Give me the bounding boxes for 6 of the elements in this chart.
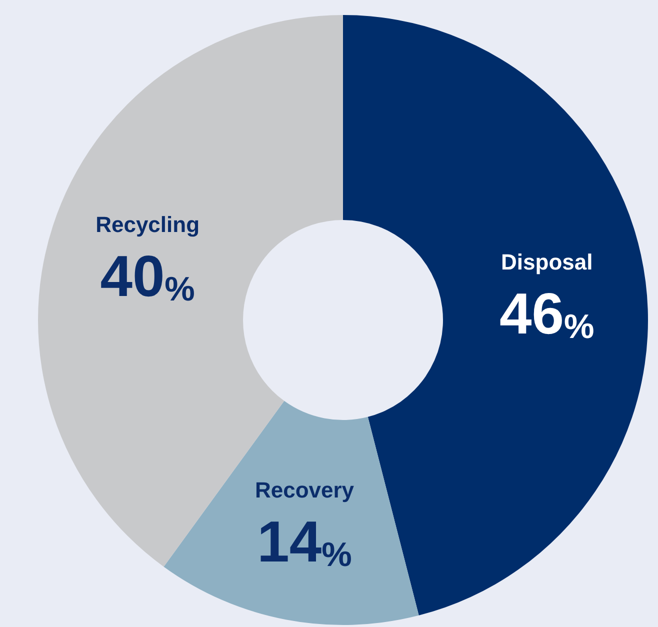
slice-label: Disposal [501,250,593,275]
data-label: 40% [100,244,195,309]
data-label: 14% [257,509,352,574]
slice-label: Recycling [96,212,200,237]
data-label: 46% [500,282,594,347]
slice-label: Recovery [254,477,355,502]
